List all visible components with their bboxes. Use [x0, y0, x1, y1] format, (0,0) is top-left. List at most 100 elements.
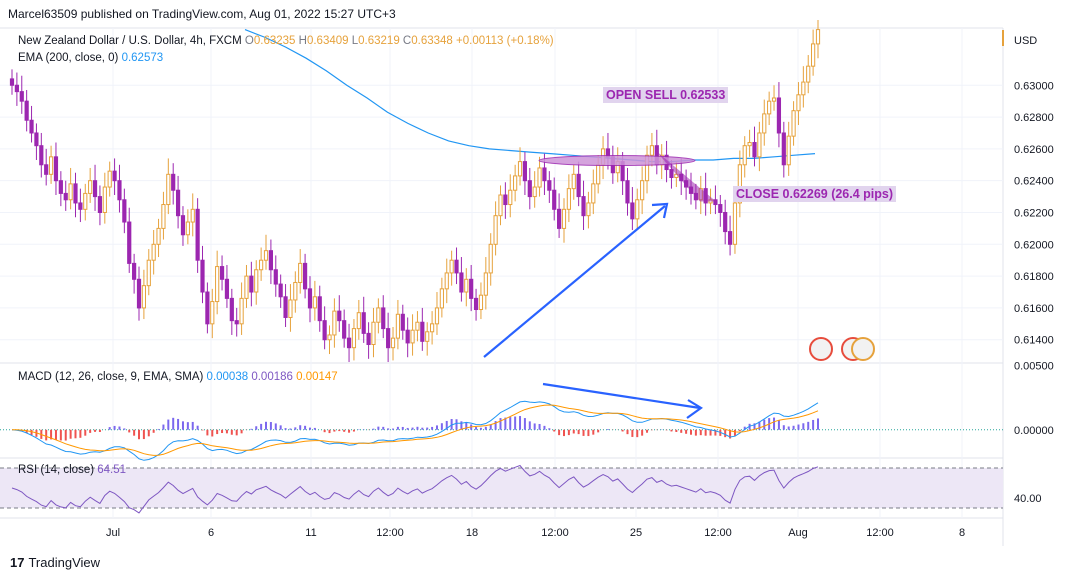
- candle: [376, 298, 381, 334]
- candle-body: [78, 202, 83, 210]
- candle: [552, 177, 557, 221]
- candle: [171, 163, 176, 205]
- candle: [24, 90, 29, 132]
- candle: [146, 249, 151, 296]
- candle-body: [322, 320, 327, 341]
- candle-body: [478, 294, 484, 311]
- candle-body: [757, 132, 762, 158]
- candle-body: [801, 81, 806, 96]
- macd-tick-label: 0.00000: [1014, 425, 1054, 437]
- candle-body: [151, 243, 156, 261]
- candle-body: [68, 183, 73, 201]
- close-annotation[interactable]: CLOSE 0.62269 (26.4 pips): [733, 186, 897, 202]
- candle-body: [58, 180, 63, 194]
- us-flag-event-icon[interactable]: [851, 337, 875, 361]
- candle: [737, 150, 742, 218]
- candle-body: [454, 259, 459, 274]
- candle-body: [117, 180, 122, 201]
- candle-body: [791, 110, 796, 137]
- candle-body: [234, 320, 239, 325]
- candle: [302, 253, 308, 299]
- change-value: +0.00113 (+0.18%): [456, 35, 554, 47]
- open-sell-annotation[interactable]: OPEN SELL 0.62533: [603, 87, 729, 103]
- symbol-title[interactable]: New Zealand Dollar / U.S. Dollar, 4h, FX…: [18, 35, 242, 47]
- time-tick-label: 25: [630, 527, 642, 539]
- candle-body: [48, 156, 54, 175]
- candle: [34, 123, 39, 161]
- candle-body: [244, 275, 249, 299]
- time-tick-label: 6: [208, 527, 214, 539]
- rsi-value: 64.51: [97, 464, 127, 476]
- candle-body: [649, 145, 655, 156]
- candle: [400, 304, 405, 340]
- candle-body: [317, 296, 322, 322]
- candle-body: [210, 301, 215, 325]
- candle-body: [386, 328, 391, 349]
- ema-value: 0.62573: [121, 52, 164, 64]
- footer-brand[interactable]: 17 TradingView: [10, 555, 100, 570]
- candle-body: [503, 194, 508, 206]
- candle: [640, 166, 645, 215]
- tradingview-logo-icon: 17: [10, 555, 25, 570]
- candle-body: [420, 321, 425, 342]
- candle: [19, 75, 24, 114]
- candle: [73, 172, 78, 218]
- candle-body: [513, 175, 518, 191]
- candle: [386, 312, 391, 362]
- candle: [136, 266, 142, 321]
- candle-body: [302, 262, 308, 290]
- candle: [317, 285, 322, 332]
- candle: [53, 142, 59, 195]
- candle: [14, 72, 19, 106]
- candle-body: [337, 310, 342, 322]
- candle: [747, 129, 752, 157]
- candle: [107, 161, 112, 197]
- candle: [361, 296, 366, 343]
- candle-body: [732, 202, 738, 245]
- candle: [449, 250, 454, 286]
- price-tick-label: 0.62600: [1014, 144, 1054, 156]
- candle: [141, 269, 146, 320]
- candle-body: [425, 331, 430, 342]
- candle-body: [390, 337, 396, 349]
- candle: [532, 171, 537, 208]
- us-flag-event-icon[interactable]: [809, 337, 833, 361]
- candle-body: [19, 91, 24, 102]
- candle-body: [415, 321, 420, 331]
- candle: [268, 239, 273, 285]
- time-tick-label: 12:00: [376, 527, 404, 539]
- candle: [410, 314, 415, 356]
- candle-body: [630, 202, 635, 220]
- candle: [263, 234, 269, 270]
- candle: [112, 158, 117, 195]
- ema-legend[interactable]: EMA (200, close, 0) 0.62573: [18, 52, 163, 64]
- candle: [44, 148, 49, 186]
- candle: [522, 152, 528, 195]
- candle: [581, 180, 586, 230]
- candle-body: [29, 119, 34, 134]
- candle-body: [351, 328, 357, 349]
- candle: [625, 167, 630, 216]
- macd-line: [11, 400, 819, 461]
- candle: [180, 206, 186, 246]
- candle-body: [581, 196, 586, 217]
- candle-body: [283, 296, 288, 318]
- rsi-legend[interactable]: RSI (14, close) 64.51: [18, 464, 126, 476]
- candle-body: [771, 97, 777, 102]
- candle-body: [44, 164, 49, 175]
- candle-body: [762, 113, 767, 134]
- candle: [200, 245, 205, 304]
- macd-legend[interactable]: MACD (12, 26, close, 9, EMA, SMA) 0.0003…: [18, 371, 338, 383]
- candle-body: [767, 100, 772, 115]
- candle: [29, 105, 34, 143]
- trade-path-marker: [655, 150, 716, 202]
- candle-body: [469, 278, 474, 299]
- candle: [776, 82, 782, 148]
- candle: [390, 327, 396, 361]
- price-tick-label: 0.62200: [1014, 207, 1054, 219]
- candle-body: [806, 65, 811, 83]
- candle: [97, 185, 103, 226]
- divergence-arrowhead: [686, 399, 703, 419]
- candle: [537, 156, 542, 197]
